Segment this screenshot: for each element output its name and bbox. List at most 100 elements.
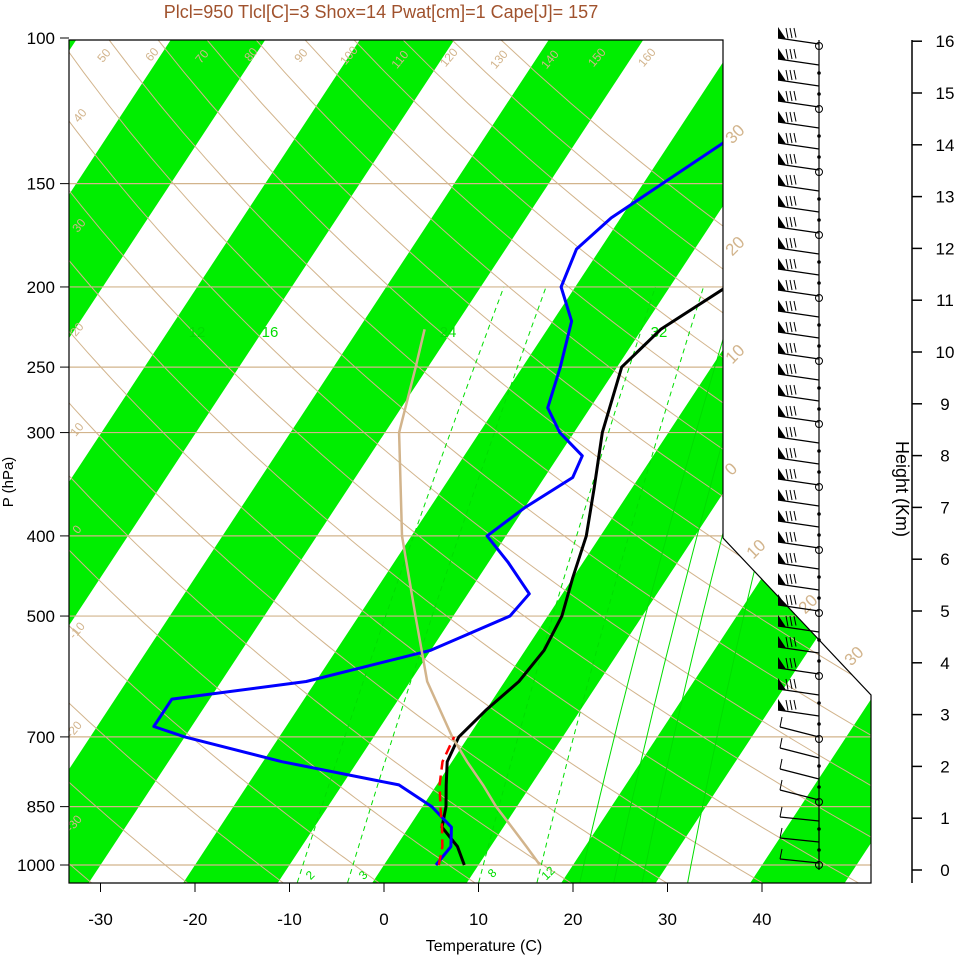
height-tick-label: 6 (940, 550, 949, 569)
wind-feather (793, 699, 797, 710)
mixing-ratio-lines (296, 286, 828, 883)
x-tick-label: 10 (469, 910, 488, 929)
wind-barb (777, 373, 820, 381)
wind-pennant (778, 69, 786, 81)
wind-marker-circle (815, 168, 823, 176)
wind-feather (793, 48, 797, 59)
wind-feather (785, 405, 789, 417)
wind-feather (793, 573, 797, 584)
wind-marker-dot (817, 344, 821, 348)
wind-barb (777, 541, 820, 549)
dry-adiabat (127, 40, 871, 883)
wind-pennant (778, 699, 786, 711)
wind-feather (789, 489, 793, 501)
height-tick-label: 15 (936, 84, 955, 103)
mixing-ratio-line (296, 286, 505, 883)
wind-barb (777, 688, 820, 696)
theta-label: 40 (70, 106, 90, 125)
wind-pennant (778, 300, 786, 312)
wind-marker-circle (815, 672, 823, 680)
wind-feather (779, 758, 783, 770)
wind-barb (777, 310, 820, 318)
axes: -30 -20 -10 0 10 20 30 401001502002503004005007… (17, 29, 771, 929)
wind-feather (785, 132, 789, 144)
p-tick-label: 400 (27, 527, 55, 546)
dry-adiabat (0, 0, 14, 899)
theta-label: 130 (487, 47, 511, 72)
x-tick-label: 20 (564, 910, 583, 929)
height-tick-label: 0 (940, 861, 949, 880)
wind-pennant (778, 552, 786, 564)
wind-feather (789, 363, 793, 375)
wind-feather (793, 594, 797, 605)
wind-pennant (778, 384, 786, 396)
wind-feather (785, 69, 789, 81)
wind-pennant (778, 342, 786, 354)
wind-feather (789, 132, 793, 144)
wind-marker-dot (817, 827, 821, 831)
wind-barb (777, 37, 820, 45)
wind-barb (777, 142, 820, 150)
wind-feather (789, 258, 793, 270)
wind-pennant (778, 657, 786, 669)
wind-barb (777, 352, 820, 360)
wind-feather (789, 636, 793, 648)
wind-feather (793, 279, 797, 290)
wind-marker-dot (817, 407, 821, 411)
wind-barb (777, 163, 820, 171)
isotherm-edge-label: 30 (722, 121, 749, 148)
x-tick-label: -30 (88, 910, 113, 929)
wind-barbs (777, 27, 823, 870)
wind-marker-dot (817, 533, 821, 537)
y-axis-label: P (hPa) (0, 457, 17, 508)
dry-adiabat (222, 40, 871, 883)
wind-marker-circle (815, 42, 823, 50)
dry-adiabat (174, 40, 871, 883)
wind-feather (785, 90, 789, 102)
theta-label: 50 (94, 46, 114, 65)
wind-feather (793, 342, 797, 353)
temperature-band (69, 40, 670, 883)
p-tick-label: 700 (27, 728, 55, 747)
dry-adiabat (269, 40, 871, 883)
wind-feather (789, 657, 793, 669)
dry-adiabat (69, 40, 597, 883)
wind-pennant (778, 216, 786, 228)
wind-pennant (778, 573, 786, 585)
wind-barb (779, 768, 820, 780)
wind-marker-dot (817, 470, 821, 474)
wind-feather (789, 48, 793, 60)
wind-feather (785, 174, 789, 186)
isotherm-edge-label: 0 (721, 459, 741, 479)
wind-feather (793, 552, 797, 563)
height-tick-label: 4 (940, 654, 949, 673)
mixing-ratio-label: 12 (189, 324, 206, 341)
wind-pennant (778, 27, 786, 39)
isotherm-edge-label: 20 (795, 591, 822, 618)
wind-feather (793, 531, 797, 542)
wind-barb (779, 837, 820, 843)
wind-feather (789, 237, 793, 249)
wind-pennant (778, 195, 786, 207)
wind-marker-dot (817, 71, 821, 75)
wind-feather (789, 111, 793, 123)
wind-marker-circle (815, 861, 823, 869)
temperature-band (361, 40, 871, 883)
mixing-ratio-line (478, 286, 656, 883)
wind-feather (789, 216, 793, 228)
wind-feather (785, 615, 789, 627)
mixing-ratio-line (536, 286, 704, 883)
wind-feather (779, 848, 783, 860)
height-tick-label: 16 (936, 32, 955, 51)
p-tick-label: 850 (27, 798, 55, 817)
wind-marker-dot (817, 596, 821, 600)
dry-adiabat (69, 40, 500, 883)
wind-feather (793, 489, 797, 500)
p-tick-label: 200 (27, 278, 55, 297)
wind-barb (777, 100, 820, 108)
dry-adiabat (69, 40, 871, 883)
dry-adiabat (69, 40, 871, 883)
isotherm-edge-label: 10 (743, 536, 770, 563)
wind-feather (789, 447, 793, 459)
wind-feather (793, 615, 797, 626)
